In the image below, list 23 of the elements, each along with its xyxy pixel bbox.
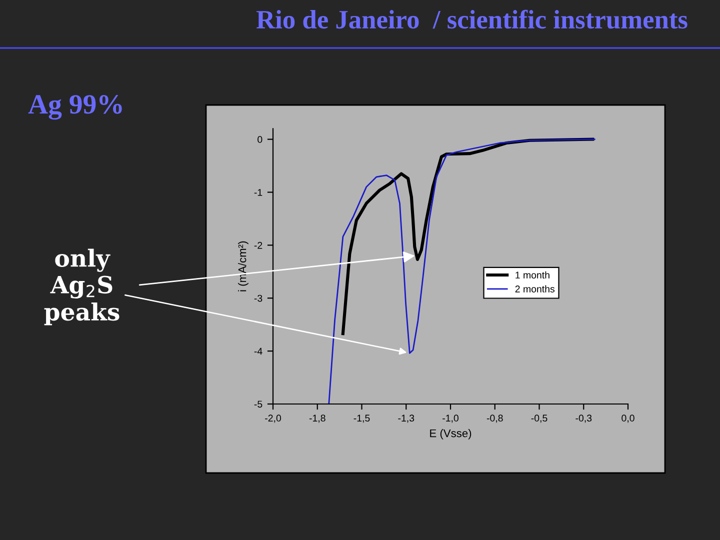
- chart-subtitle: Ag 99%: [28, 94, 122, 120]
- y-tick-label: -1: [254, 189, 262, 196]
- x-tick-label: -2,0: [265, 414, 281, 423]
- y-tick-label: -5: [254, 400, 262, 408]
- y-tick-label: 0: [258, 136, 262, 143]
- x-tick-label: -1,0: [442, 414, 458, 423]
- x-tick-label: -1,3: [398, 414, 414, 423]
- x-tick-label: 0,0: [622, 414, 634, 423]
- x-axis-title: E (Vsse): [430, 429, 472, 440]
- x-tick-label: -0,5: [531, 414, 548, 423]
- y-tick-label: -4: [254, 348, 262, 355]
- chart-title: Rio de Janeiro / scientific instruments: [256, 10, 688, 29]
- x-tick-label: -0,3: [576, 414, 592, 423]
- legend-label: 1 month: [516, 271, 550, 279]
- x-tick-label: -0,8: [486, 414, 503, 423]
- y-tick-label: -3: [254, 294, 262, 302]
- x-tick-label: -1,5: [354, 414, 370, 423]
- y-axis-title: i (mA/cm²): [238, 241, 248, 292]
- annotation: only Ag$_{2}$S peaks: [44, 248, 120, 326]
- x-tick-label: -1,8: [309, 414, 326, 423]
- line-series: [328, 138, 596, 404]
- legend-label: 2 months: [515, 285, 555, 292]
- y-tick-label: -2: [254, 242, 262, 249]
